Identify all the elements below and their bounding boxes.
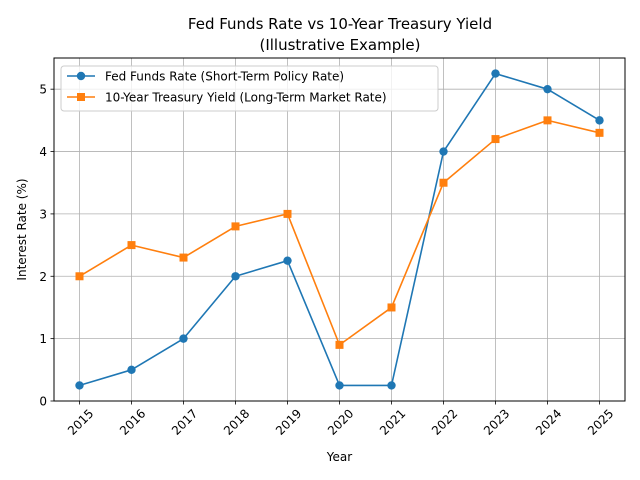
y-tick-label: 1 [39,332,47,346]
x-tick-label: 2015 [65,406,96,437]
data-point [75,381,84,390]
x-axis-label: Year [326,450,352,464]
x-tick-label: 2021 [377,406,408,437]
legend-marker [76,71,86,81]
data-point [75,272,84,281]
x-tick-label: 2025 [585,406,616,437]
x-tick-label: 2016 [117,406,148,437]
data-point [231,222,240,231]
chart-subtitle: (Illustrative Example) [259,36,420,54]
chart-title: Fed Funds Rate vs 10-Year Treasury Yield [188,15,492,33]
data-point [491,135,500,144]
legend-marker [77,93,85,101]
data-point [387,303,396,312]
data-point [543,84,552,94]
legend-item: 10-Year Treasury Yield (Long-Term Market… [67,91,387,105]
data-point [439,147,448,156]
data-point [335,381,344,390]
data-point [127,241,136,250]
legend-entries: Fed Funds Rate (Short-Term Policy Rate) 1… [67,70,387,105]
series-2 [75,116,604,349]
legend-label: Fed Funds Rate (Short-Term Policy Rate) [105,70,344,84]
y-tick-label: 0 [39,395,47,409]
axis-ticks: 2015 2016 2017 2018 2019 2020 2021 2022 2023 2024… [39,83,616,438]
data-point [595,128,604,137]
data-point [231,272,240,281]
y-tick-label: 5 [39,83,47,97]
series-group [75,69,604,390]
data-point [179,334,188,343]
data-point [335,340,344,349]
data-point [543,116,552,125]
data-point [595,116,604,125]
data-point [387,381,396,390]
y-tick-label: 2 [39,270,47,284]
x-tick-label: 2024 [533,406,564,437]
y-axis-label: Interest Rate (%) [15,178,29,280]
data-point [491,69,500,78]
x-tick-label: 2020 [325,406,356,437]
x-tick-label: 2018 [221,406,252,437]
x-tick-label: 2019 [273,406,304,437]
legend-item: Fed Funds Rate (Short-Term Policy Rate) [67,70,344,84]
data-point [439,178,448,187]
data-point [283,256,292,265]
series-1 [75,69,604,390]
data-point [283,209,292,218]
x-tick-label: 2023 [481,406,512,437]
data-point [127,365,136,375]
legend-label: 10-Year Treasury Yield (Long-Term Market… [105,91,387,105]
y-tick-label: 3 [39,207,47,221]
y-tick-label: 4 [39,145,47,159]
x-tick-label: 2017 [169,406,200,437]
x-tick-label: 2022 [429,406,460,437]
legend: Fed Funds Rate (Short-Term Policy Rate) 1… [60,65,439,112]
legend-box [60,65,439,112]
data-point [179,253,188,262]
